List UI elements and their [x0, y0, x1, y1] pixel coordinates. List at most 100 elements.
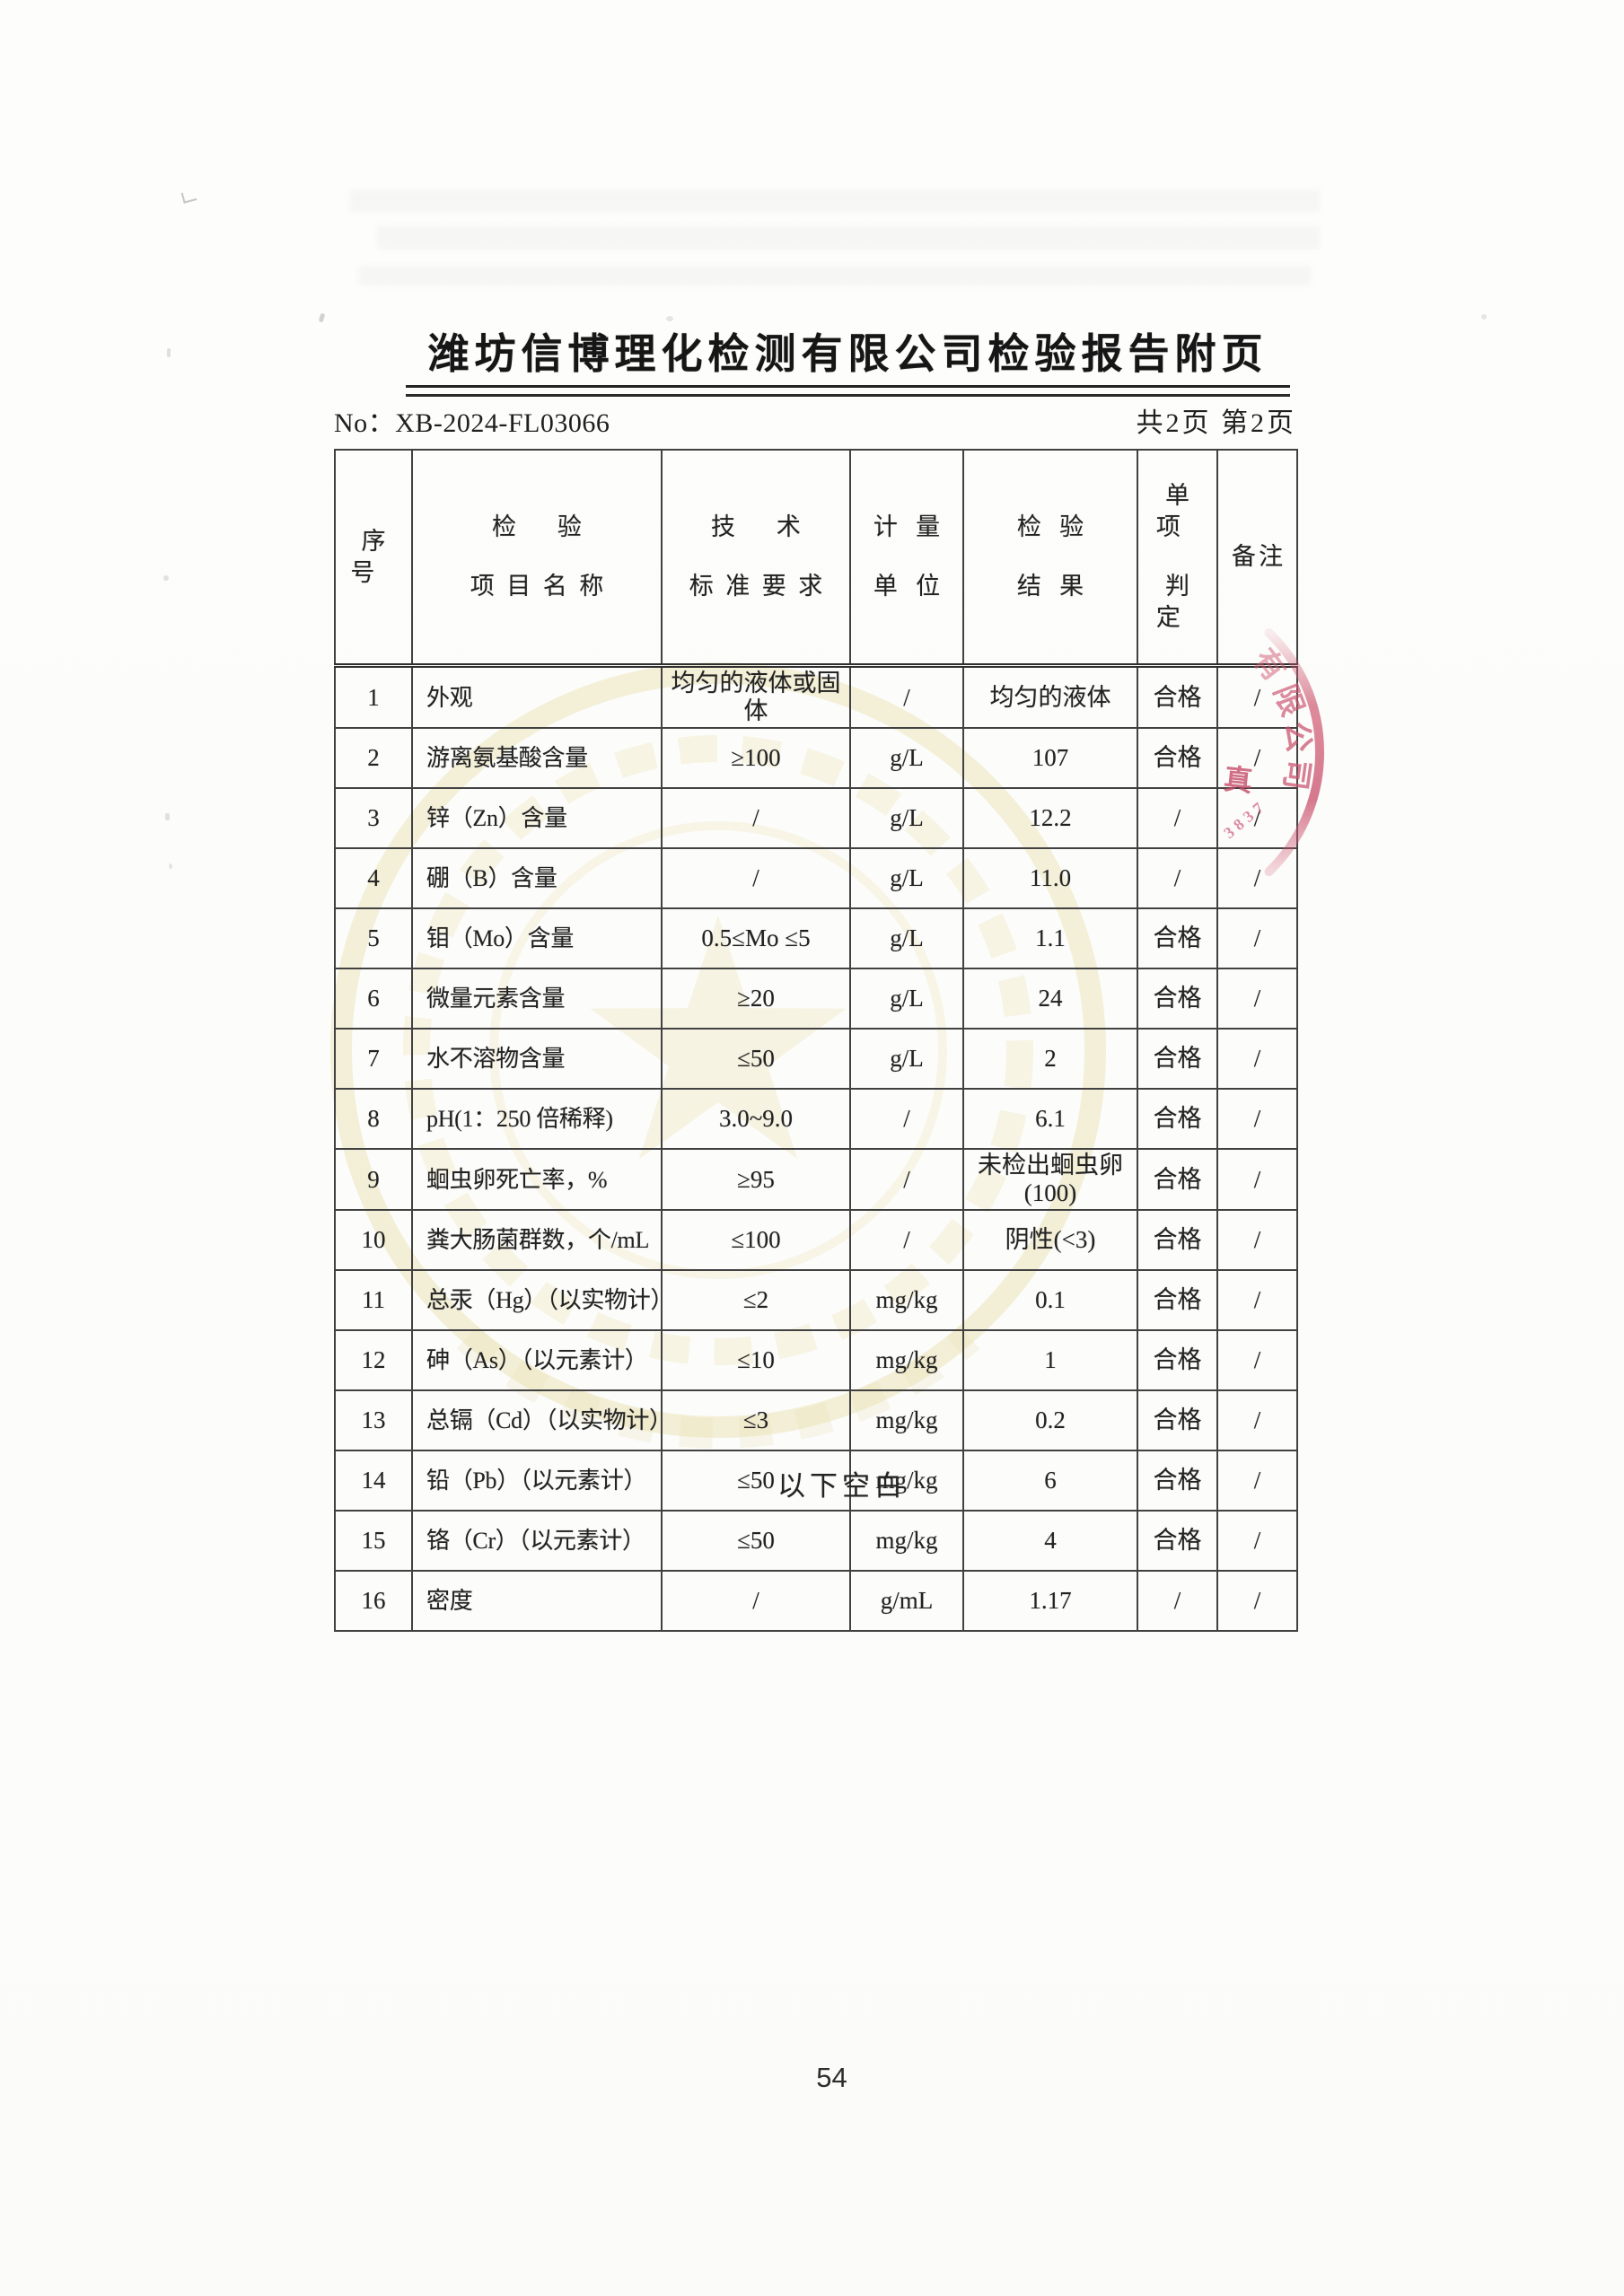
- cell-result: 阴性(<3): [962, 1209, 1138, 1271]
- table-row: 15 铬（Cr）（以元素计） ≤50 mg/kg 4 合格 /: [334, 1510, 1298, 1572]
- cell-judgment: 合格: [1137, 727, 1218, 789]
- cell-remark: /: [1216, 1269, 1298, 1331]
- report-number: No：XB-2024-FL03066: [334, 406, 610, 442]
- cell-standard: 均匀的液体或固 体: [661, 664, 851, 729]
- cell-standard: ≤3: [661, 1389, 851, 1451]
- cell-remark: /: [1216, 1209, 1298, 1271]
- cell-judgment: 合格: [1137, 1269, 1218, 1331]
- table-row: 11 总汞（Hg）（以实物计） ≤2 mg/kg 0.1 合格 /: [334, 1269, 1298, 1331]
- table-row: 5 钼（Mo）含量 0.5≤Mo ≤5 g/L 1.1 合格 /: [334, 907, 1298, 969]
- cell-item-name: 微量元素含量: [411, 968, 663, 1030]
- table-body: 1 外观 均匀的液体或固 体 / 均匀的液体 合格/2 游离氨基酸含量 ≥100 g/L 107 合…: [334, 664, 1298, 1632]
- cell-judgment: 合格: [1137, 1088, 1218, 1150]
- col-header-unit: 计量 单位: [849, 449, 964, 668]
- cell-unit: mg/kg: [849, 1389, 964, 1451]
- cell-seq: 1: [334, 664, 413, 729]
- table-row: 6 微量元素含量 ≥20 g/L 24 合格 /: [334, 968, 1298, 1030]
- cell-remark: /: [1216, 907, 1298, 969]
- cell-seq: 4: [334, 847, 413, 909]
- cell-unit: /: [849, 1148, 964, 1211]
- meta-row: No：XB-2024-FL03066 共2页 第2页: [334, 406, 1296, 442]
- cell-unit: mg/kg: [849, 1510, 964, 1572]
- cell-judgment: 合格: [1137, 968, 1218, 1030]
- table-row: 8 pH(1：250 倍稀释) 3.0~9.0/6.1 合格 /: [334, 1088, 1298, 1150]
- cell-judgment: /: [1137, 787, 1218, 849]
- cell-unit: /: [849, 1209, 964, 1271]
- cell-standard: /: [661, 1570, 851, 1632]
- cell-standard: 0.5≤Mo ≤5: [661, 907, 851, 969]
- col-header-result: 检验 结果: [962, 449, 1138, 668]
- table-row: 16 密度 / g/mL 1.17//: [334, 1570, 1298, 1632]
- table-row: 12 砷（As）（以元素计） ≤10 mg/kg 1 合格 /: [334, 1329, 1298, 1391]
- cell-result: 6: [962, 1450, 1138, 1512]
- cell-standard: ≤2: [661, 1269, 851, 1331]
- cell-remark: /: [1216, 727, 1298, 789]
- cell-result: 4: [962, 1510, 1138, 1572]
- table-row: 1 外观 均匀的液体或固 体 / 均匀的液体 合格 /: [334, 664, 1298, 729]
- table-row: 13 总镉（Cd）（以实物计） ≤3 mg/kg 0.2 合格 /: [334, 1389, 1298, 1451]
- cell-item-name: 游离氨基酸含量: [411, 727, 663, 789]
- scan-speck: [167, 348, 171, 357]
- cell-result: 均匀的液体: [962, 664, 1138, 729]
- seal-arc-char: 司: [1277, 758, 1314, 793]
- cell-judgment: 合格: [1137, 664, 1218, 729]
- scan-bleedthrough: [377, 226, 1320, 250]
- col-header-judgment: 单项 判定: [1137, 449, 1218, 668]
- company-seal-stamp: 有 限 公 司 真 3837: [1220, 627, 1324, 877]
- seal-arc: [1264, 627, 1324, 877]
- cell-judgment: /: [1137, 847, 1218, 909]
- cell-seq: 14: [334, 1450, 413, 1512]
- cell-item-name: 水不溶物含量: [411, 1028, 663, 1090]
- cell-seq: 11: [334, 1269, 413, 1331]
- cell-remark: /: [1216, 1028, 1298, 1090]
- table-row: 2 游离氨基酸含量 ≥100 g/L 107 合格 /: [334, 727, 1298, 789]
- cell-result: 6.1: [962, 1088, 1138, 1150]
- table-row: 3 锌（Zn）含量 / g/L 12.2//: [334, 787, 1298, 849]
- cell-seq: 3: [334, 787, 413, 849]
- col-header-seq: 序号: [334, 449, 413, 668]
- report-number-value: XB-2024-FL03066: [395, 408, 610, 438]
- cell-judgment: 合格: [1137, 1510, 1218, 1572]
- scan-speck: [1481, 314, 1487, 320]
- seal-arc-char: 公: [1278, 720, 1314, 754]
- col-header-remark: 备注: [1216, 449, 1298, 668]
- cell-judgment: 合格: [1137, 1389, 1218, 1451]
- cell-standard: ≤10: [661, 1329, 851, 1391]
- cell-item-name: 总汞（Hg）（以实物计）: [411, 1269, 673, 1331]
- cell-result: 0.1: [962, 1269, 1138, 1331]
- table-row: 9 蛔虫卵死亡率，% ≥95/未检出蛔虫卵 (100) 合格 /: [334, 1148, 1298, 1211]
- cell-standard: ≤50: [661, 1028, 851, 1090]
- cell-item-name: 铅（Pb）（以元素计）: [411, 1450, 663, 1512]
- below-table-note: 以下空白: [777, 1470, 907, 1502]
- cell-seq: 13: [334, 1389, 413, 1451]
- scan-speck: [169, 863, 172, 869]
- page-title: 潍坊信博理化检测有限公司检验报告附页: [427, 331, 1268, 377]
- cell-result: 12.2: [962, 787, 1138, 849]
- cell-item-name: 铬（Cr）（以元素计）: [411, 1510, 663, 1572]
- cell-standard: ≥100: [661, 727, 851, 789]
- scan-bleedthrough: [350, 190, 1320, 212]
- cell-judgment: 合格: [1137, 1028, 1218, 1090]
- cell-remark: /: [1216, 1329, 1298, 1391]
- cell-unit: mg/kg: [849, 1329, 964, 1391]
- title-block: 潍坊信博理化检测有限公司检验报告附页: [406, 329, 1290, 397]
- cell-item-name: pH(1：250 倍稀释): [411, 1088, 663, 1150]
- table-row: 10 粪大肠菌群数，个/mL ≤100/阴性(<3) 合格 /: [334, 1209, 1298, 1271]
- cell-seq: 10: [334, 1209, 413, 1271]
- cell-seq: 9: [334, 1148, 413, 1211]
- cell-item-name: 钼（Mo）含量: [411, 907, 663, 969]
- cell-seq: 16: [334, 1570, 413, 1632]
- cell-remark: /: [1216, 664, 1298, 729]
- cell-item-name: 硼（B）含量: [411, 847, 663, 909]
- scan-speck: [165, 813, 170, 820]
- cell-seq: 7: [334, 1028, 413, 1090]
- cell-unit: mg/kg: [849, 1269, 964, 1331]
- cell-seq: 12: [334, 1329, 413, 1391]
- cell-remark: /: [1216, 787, 1298, 849]
- cell-standard: ≥20: [661, 968, 851, 1030]
- cell-standard: ≤50: [661, 1510, 851, 1572]
- cell-standard: 3.0~9.0: [661, 1088, 851, 1150]
- cell-remark: /: [1216, 1570, 1298, 1632]
- cell-unit: g/L: [849, 907, 964, 969]
- cell-result: 0.2: [962, 1389, 1138, 1451]
